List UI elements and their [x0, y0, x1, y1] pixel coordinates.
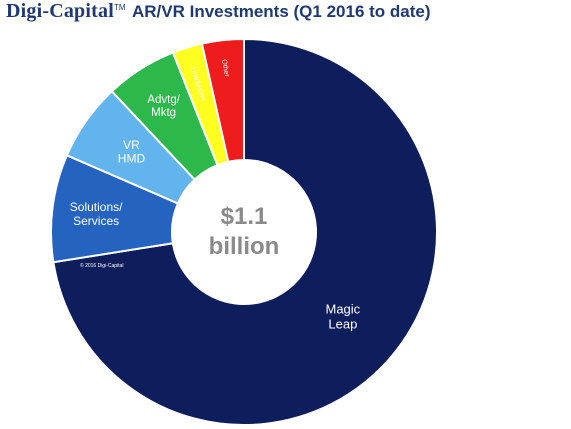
- chart-header: Digi-CapitalTM AR/VR Investments (Q1 201…: [6, 0, 431, 26]
- trademark-symbol: TM: [113, 3, 126, 12]
- donut-hole: [172, 160, 316, 304]
- center-unit: billion: [209, 233, 280, 260]
- slice-label-other: Other: [220, 59, 230, 78]
- slice-label-advtg-mktg: Advtg/Mktg: [147, 94, 180, 119]
- donut-slices: [50, 37, 438, 426]
- slice-label-solutions-services: Solutions/Services: [70, 200, 123, 228]
- center-value: $1.1: [221, 203, 268, 230]
- copyright-note: © 2016 Digi-Capital: [80, 262, 123, 269]
- slice-label-vr-hmd: VR HMD: [118, 138, 146, 166]
- chart-title: AR/VR Investments (Q1 2016 to date): [131, 2, 431, 21]
- brand-name: Digi-Capital: [6, 0, 114, 22]
- slice-label-magic-leap: Magic Leap: [326, 302, 361, 332]
